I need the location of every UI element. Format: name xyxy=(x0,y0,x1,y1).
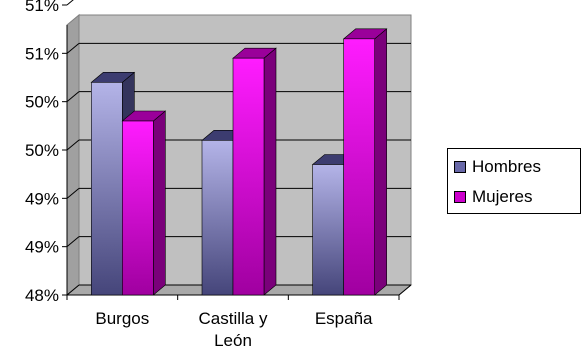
gridline-diagonal xyxy=(66,0,74,6)
bar xyxy=(121,110,167,296)
legend: Hombres Mujeres xyxy=(447,148,581,214)
y-tick-label: 51% xyxy=(25,44,59,63)
gridline-diagonal xyxy=(66,139,80,151)
x-tick-label: Burgos xyxy=(95,309,149,328)
x-tick-label: España xyxy=(315,309,373,328)
legend-item-mujeres: Mujeres xyxy=(454,187,532,207)
bar xyxy=(232,47,277,296)
legend-label-hombres: Hombres xyxy=(472,157,541,176)
gridline-diagonal xyxy=(66,284,80,296)
bar-front xyxy=(343,38,375,296)
gridline-diagonal xyxy=(66,42,80,54)
bar-front xyxy=(312,164,344,296)
legend-swatch-mujeres xyxy=(454,191,466,203)
bar-front xyxy=(91,82,123,296)
y-tick-label: 51% xyxy=(25,0,59,15)
legend-item-hombres: Hombres xyxy=(454,157,541,177)
gridline-diagonal xyxy=(66,187,80,199)
y-tick-label: 50% xyxy=(25,93,59,112)
x-tick-label: Castilla y León xyxy=(199,309,268,350)
gridline-diagonal xyxy=(66,91,80,103)
x-axis-depth-line xyxy=(398,284,412,296)
y-tick-label: 50% xyxy=(25,141,59,160)
plot-side-wall xyxy=(66,13,80,297)
bar-side xyxy=(374,28,387,296)
legend-label-mujeres: Mujeres xyxy=(472,187,533,206)
bar-front xyxy=(201,140,234,296)
y-tick-label: 49% xyxy=(25,238,59,257)
legend-swatch-hombres xyxy=(454,161,466,173)
bar xyxy=(342,28,388,296)
y-tick-label: 49% xyxy=(25,189,59,208)
bar-front xyxy=(232,57,265,296)
bar-side xyxy=(153,110,166,296)
bar-front xyxy=(122,120,154,296)
bar-side xyxy=(263,47,277,296)
gridline-diagonal xyxy=(66,236,80,248)
y-tick-label: 48% xyxy=(25,286,59,305)
